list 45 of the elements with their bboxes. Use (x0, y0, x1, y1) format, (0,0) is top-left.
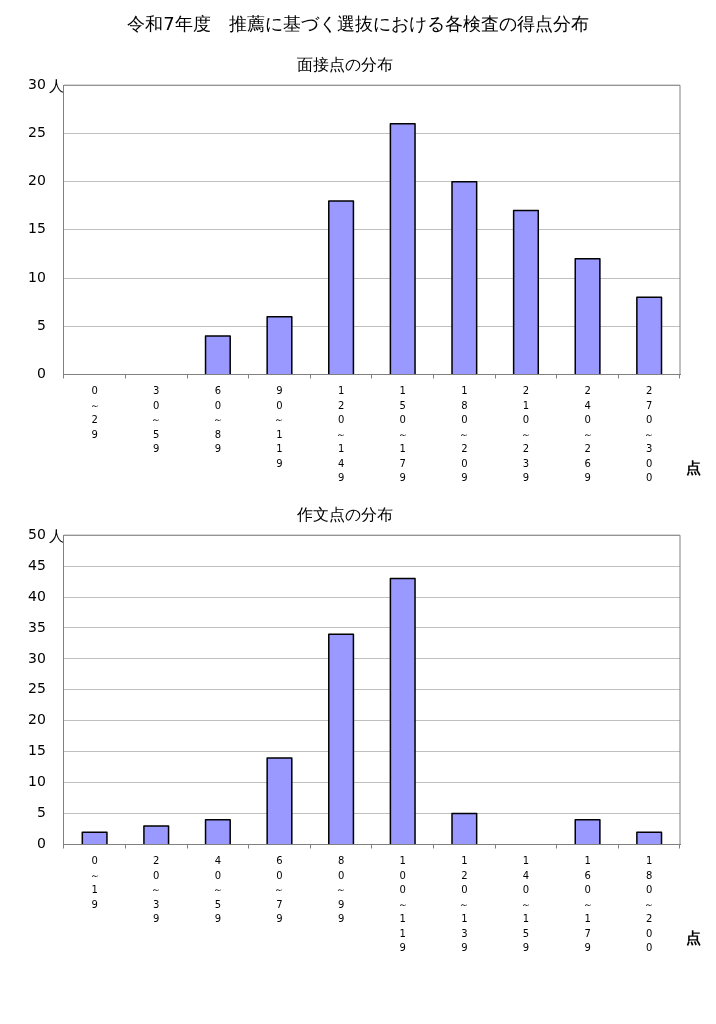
y-tick-label: 20 (27, 711, 46, 728)
y-tick-label: 10 (27, 773, 46, 790)
x-tick-label: 80～99 (336, 855, 347, 925)
x-tick-label: 150～179 (397, 385, 408, 484)
x-tick-label: 140～159 (520, 855, 531, 954)
x-tick-label: 180～200 (644, 855, 655, 954)
x-tick-label: 0～29 (89, 385, 100, 440)
x-tick-label: 60～79 (274, 855, 285, 925)
y-axis-title: 人 (48, 526, 64, 545)
y-tick-label: 25 (27, 680, 46, 697)
y-tick-label: 15 (27, 742, 46, 759)
x-tick-label: 270～300 (644, 385, 655, 484)
y-tick-label: 20 (27, 172, 46, 189)
y-tick-label: 45 (27, 556, 46, 573)
x-tick-label: 240～269 (582, 385, 593, 484)
y-tick-label: 30 (27, 75, 46, 92)
x-tick-label: 20～39 (151, 855, 162, 925)
x-tick-label: 60～89 (212, 385, 223, 455)
y-tick-label: 0 (36, 835, 46, 852)
y-tick-label: 15 (27, 220, 46, 237)
chart-title: 作文点の分布 (296, 504, 393, 524)
x-axis-title: 点 (686, 459, 701, 478)
x-tick-label: 90～119 (274, 385, 285, 469)
x-axis-title: 点 (686, 929, 701, 948)
x-tick-label: 0～19 (89, 855, 100, 910)
y-tick-label: 0 (36, 365, 46, 382)
chart-title: 面接点の分布 (297, 54, 393, 74)
x-tick-label: 30～59 (151, 385, 162, 455)
x-tick-label: 210～239 (520, 385, 531, 484)
x-tick-label: 100～119 (397, 855, 408, 954)
y-tick-label: 50 (27, 525, 46, 542)
y-tick-label: 35 (27, 618, 46, 635)
y-tick-label: 30 (27, 649, 46, 666)
x-tick-label: 120～139 (459, 855, 470, 954)
y-tick-label: 25 (27, 124, 46, 141)
y-tick-label: 5 (36, 804, 46, 821)
text: 令和7年度 推薦に基づく選抜における各検査の得点分布 (127, 12, 589, 36)
x-tick-label: 120～149 (336, 385, 347, 484)
y-tick-label: 5 (36, 316, 46, 333)
y-axis-title: 人 (48, 76, 64, 95)
y-tick-label: 40 (27, 587, 46, 604)
x-tick-label: 180～209 (459, 385, 470, 484)
x-tick-label: 40～59 (212, 855, 223, 925)
y-tick-label: 10 (27, 268, 46, 285)
x-tick-label: 160～179 (582, 855, 593, 954)
